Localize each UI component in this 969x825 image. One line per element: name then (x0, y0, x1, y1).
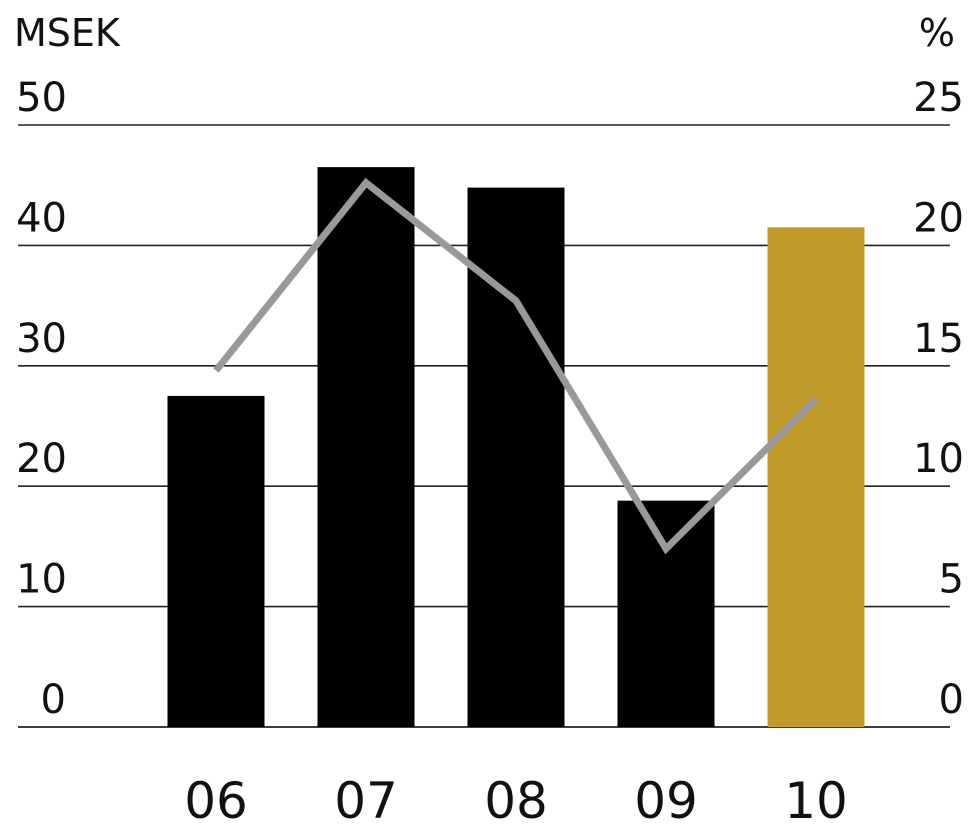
x-tick-label: 10 (784, 772, 848, 825)
x-tick-label: 08 (484, 772, 548, 825)
left-axis-title: MSEK (14, 11, 121, 55)
right-axis-title: % (919, 11, 955, 55)
bar-07 (317, 167, 415, 727)
left-tick-label: 0 (41, 677, 66, 723)
tick-labels: 0 10 20 30 40 50 0 5 10 15 20 25 06 07 08 09 10 (16, 75, 964, 825)
right-tick-label: 20 (913, 195, 964, 241)
left-tick-label: 50 (16, 75, 67, 121)
right-tick-label: 15 (913, 316, 964, 362)
x-tick-label: 09 (634, 772, 698, 825)
right-tick-label: 5 (939, 557, 964, 603)
left-tick-label: 40 (16, 195, 67, 241)
bar-06 (167, 395, 265, 727)
bar-08 (467, 187, 565, 727)
bars (167, 167, 865, 727)
line-series-path (213, 177, 819, 555)
left-tick-label: 30 (16, 316, 67, 362)
x-tick-label: 07 (334, 772, 398, 825)
bar-10 (767, 227, 865, 727)
left-tick-label: 10 (16, 557, 67, 603)
bar-09 (617, 500, 715, 727)
right-tick-label: 0 (939, 677, 964, 723)
right-tick-label: 10 (913, 436, 964, 482)
x-tick-label: 06 (184, 772, 248, 825)
line-series (213, 177, 819, 555)
left-tick-label: 20 (16, 436, 67, 482)
right-tick-label: 25 (913, 75, 964, 121)
